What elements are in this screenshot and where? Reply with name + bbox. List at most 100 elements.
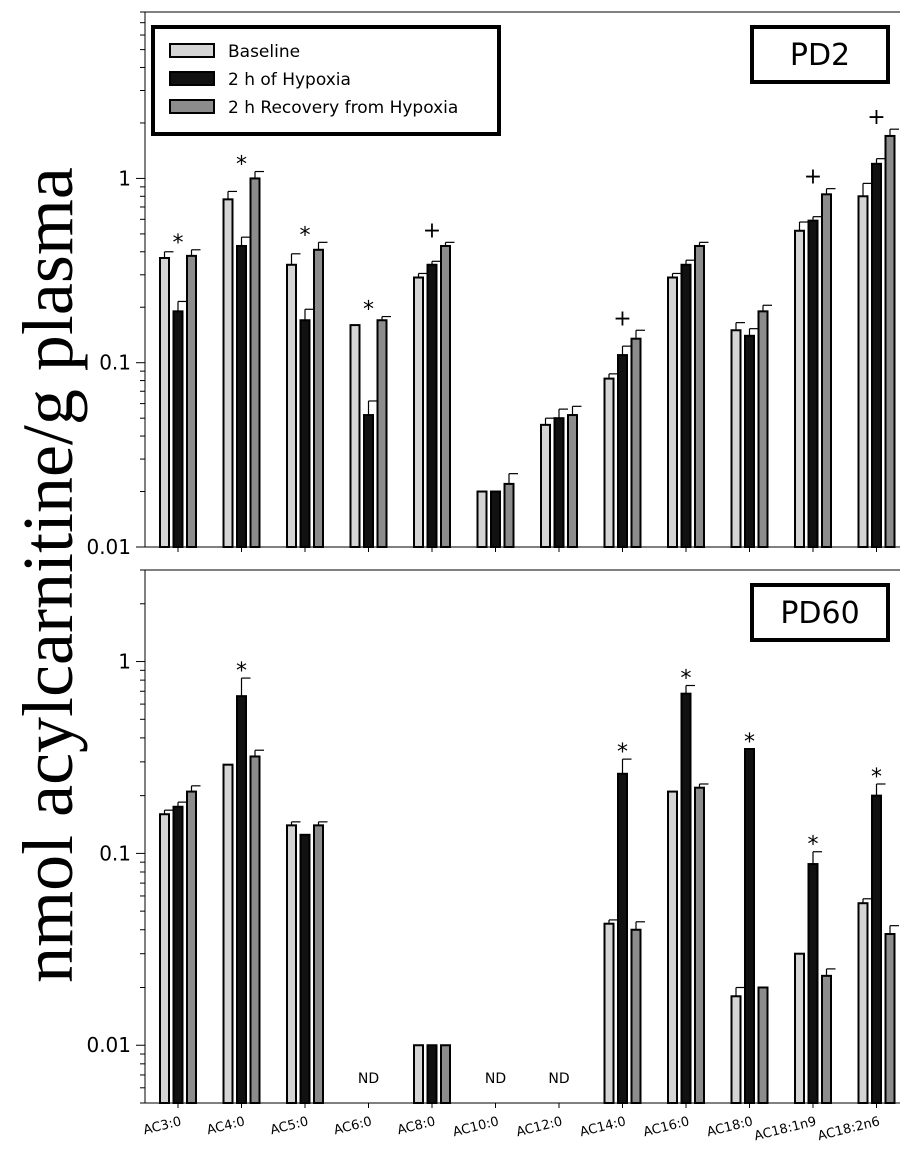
bar-ac5-0-s1 <box>299 319 311 548</box>
bar-ac6-0-s1 <box>363 414 374 548</box>
significance-marker: * <box>681 667 692 692</box>
panel-label: PD60 <box>780 596 859 631</box>
bar-ac5-0-s0 <box>286 263 297 548</box>
bar-ac3-0-s1 <box>172 805 184 1104</box>
y-tick-label: 0.01 <box>86 535 131 559</box>
significance-marker: * <box>173 231 184 256</box>
panel-label-box <box>750 583 890 642</box>
category-label: AC16:0 <box>642 1114 691 1140</box>
bar-ac4-0-s2 <box>249 755 261 1105</box>
bar-ac18-0-s2 <box>757 310 769 548</box>
category-label: AC5:0 <box>269 1114 310 1138</box>
panel-pd60: 0.01 0.1 1 * ND ND ND * * * * * PD60 <box>86 569 900 1108</box>
panel-pd2: 0.01 0.1 1 * * * * + + + + PD2 <box>86 11 900 559</box>
bar-ac18-1n9-s1 <box>807 863 819 1104</box>
bar-ac5-0-s1 <box>299 833 311 1104</box>
bar-ac18-0-s1 <box>744 334 755 548</box>
bar-ac3-0-s0 <box>159 257 170 548</box>
category-label: AC14:0 <box>578 1114 627 1140</box>
bar-ac18-2n6-s0 <box>857 195 869 548</box>
bar-ac16-0-s0 <box>667 790 678 1105</box>
bar-ac14-0-s1 <box>617 354 628 548</box>
bar-ac8-0-s0 <box>413 1044 424 1104</box>
bar-ac16-0-s0 <box>667 276 678 548</box>
bar-ac18-0-s1 <box>744 748 755 1104</box>
legend-label: 2 h of Hypoxia <box>228 70 351 90</box>
bar-ac3-0-s0 <box>159 813 170 1104</box>
bar-ac10-0-s1 <box>490 490 501 548</box>
bar-ac18-0-s0 <box>730 995 742 1104</box>
bar-ac4-0-s0 <box>222 198 234 548</box>
bar-ac16-0-s1 <box>680 692 692 1104</box>
y-tick-label: 1 <box>118 650 131 674</box>
bar-ac5-0-s2 <box>313 824 324 1104</box>
bar-ac14-0-s0 <box>603 922 615 1104</box>
bar-ac12-0-s0 <box>540 423 551 548</box>
category-label: AC12:0 <box>515 1114 564 1140</box>
bar-ac14-0-s0 <box>603 377 615 548</box>
bar-ac8-0-s2 <box>440 244 451 549</box>
legend: Baseline 2 h of Hypoxia 2 h Recovery from … <box>151 25 501 136</box>
bar-ac8-0-s1 <box>426 263 438 548</box>
bar-ac18-2n6-s0 <box>857 902 869 1104</box>
category-label: AC10:0 <box>451 1114 500 1140</box>
bar-ac18-0-s2 <box>757 986 769 1104</box>
panel-label: PD2 <box>790 38 850 73</box>
legend-swatch <box>169 71 215 86</box>
bar-ac4-0-s1 <box>236 244 247 549</box>
significance-marker: + <box>613 306 631 331</box>
category-label: AC6:0 <box>332 1114 373 1138</box>
y-tick-label: 0.1 <box>99 351 131 375</box>
y-tick-label: 1 <box>118 166 131 190</box>
bar-ac18-2n6-s2 <box>884 134 896 549</box>
bar-ac5-0-s2 <box>313 248 324 549</box>
category-label: AC18:1n9 <box>753 1114 818 1144</box>
bar-ac10-0-s0 <box>476 490 488 548</box>
bar-ac3-0-s1 <box>172 310 184 548</box>
bar-ac4-0-s1 <box>236 695 247 1105</box>
bar-ac8-0-s1 <box>426 1044 438 1104</box>
legend-swatch <box>169 99 215 114</box>
nd-label: ND <box>358 1071 379 1087</box>
bar-ac18-2n6-s2 <box>884 933 896 1104</box>
bar-ac10-0-s2 <box>503 482 515 548</box>
bar-ac8-0-s0 <box>413 276 424 548</box>
y-axis-label: nmol acylcarnitine/g plasma <box>8 167 88 983</box>
significance-marker: * <box>617 740 628 765</box>
bar-ac4-0-s2 <box>249 177 261 548</box>
bar-ac16-0-s1 <box>680 263 692 548</box>
panel-label-box <box>750 25 890 84</box>
significance-marker: + <box>867 105 885 130</box>
category-label: AC8:0 <box>396 1114 437 1138</box>
bar-ac6-0-s0 <box>349 324 361 549</box>
bar-ac6-0-s2 <box>376 319 388 548</box>
bar-ac16-0-s2 <box>694 786 705 1105</box>
bar-ac12-0-s1 <box>553 417 565 548</box>
bar-ac14-0-s2 <box>630 928 642 1105</box>
bar-ac12-0-s2 <box>567 414 578 548</box>
bar-ac4-0-s0 <box>222 763 234 1104</box>
significance-marker: * <box>236 659 247 684</box>
bar-ac14-0-s1 <box>617 772 628 1104</box>
legend-swatch <box>169 43 215 58</box>
bar-ac5-0-s0 <box>286 824 297 1104</box>
significance-marker: * <box>871 765 882 790</box>
significance-marker: + <box>804 165 822 190</box>
bar-ac3-0-s2 <box>186 790 197 1105</box>
bar-ac18-0-s0 <box>730 329 742 549</box>
bar-ac18-1n9-s2 <box>821 974 832 1104</box>
category-label: AC3:0 <box>142 1114 183 1138</box>
bar-ac8-0-s2 <box>440 1044 451 1104</box>
category-label: AC18:0 <box>705 1114 754 1140</box>
bar-ac14-0-s2 <box>630 337 642 548</box>
bar-ac18-1n9-s0 <box>794 952 805 1105</box>
y-tick-label: 0.1 <box>99 841 131 865</box>
significance-marker: + <box>423 218 441 243</box>
bar-ac18-2n6-s1 <box>871 794 882 1104</box>
significance-marker: * <box>808 833 819 858</box>
bar-ac18-1n9-s1 <box>807 219 819 548</box>
significance-marker: * <box>236 153 247 178</box>
nd-label: ND <box>548 1071 569 1087</box>
bar-ac18-1n9-s0 <box>794 229 805 548</box>
